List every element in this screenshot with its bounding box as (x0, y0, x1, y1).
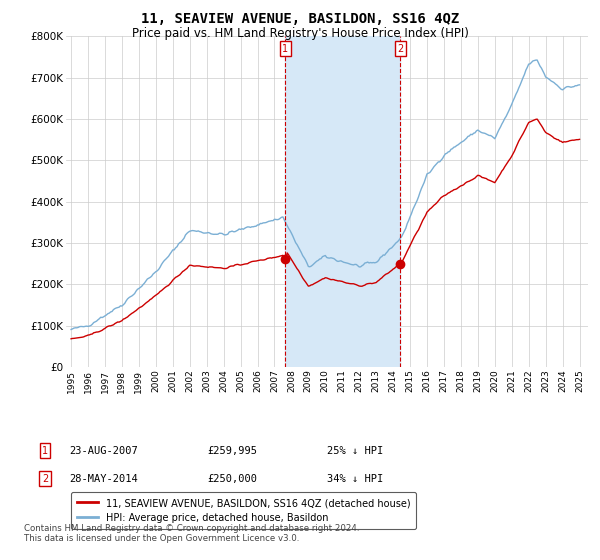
Bar (286, 36, 400, 367)
Text: 34% ↓ HPI: 34% ↓ HPI (327, 474, 383, 484)
Text: Contains HM Land Registry data © Crown copyright and database right 2024.
This d: Contains HM Land Registry data © Crown c… (24, 524, 359, 543)
Text: Price paid vs. HM Land Registry's House Price Index (HPI): Price paid vs. HM Land Registry's House … (131, 27, 469, 40)
Legend: 11, SEAVIEW AVENUE, BASILDON, SS16 4QZ (detached house), HPI: Average price, det: 11, SEAVIEW AVENUE, BASILDON, SS16 4QZ (… (71, 492, 416, 529)
Text: 2: 2 (397, 44, 403, 54)
Text: 2: 2 (42, 474, 48, 484)
Text: 23-AUG-2007: 23-AUG-2007 (69, 446, 138, 456)
Text: 1: 1 (42, 446, 48, 456)
Text: 1: 1 (283, 44, 289, 54)
Text: 11, SEAVIEW AVENUE, BASILDON, SS16 4QZ: 11, SEAVIEW AVENUE, BASILDON, SS16 4QZ (141, 12, 459, 26)
Text: 28-MAY-2014: 28-MAY-2014 (69, 474, 138, 484)
Text: £250,000: £250,000 (207, 474, 257, 484)
Text: £259,995: £259,995 (207, 446, 257, 456)
Text: 25% ↓ HPI: 25% ↓ HPI (327, 446, 383, 456)
